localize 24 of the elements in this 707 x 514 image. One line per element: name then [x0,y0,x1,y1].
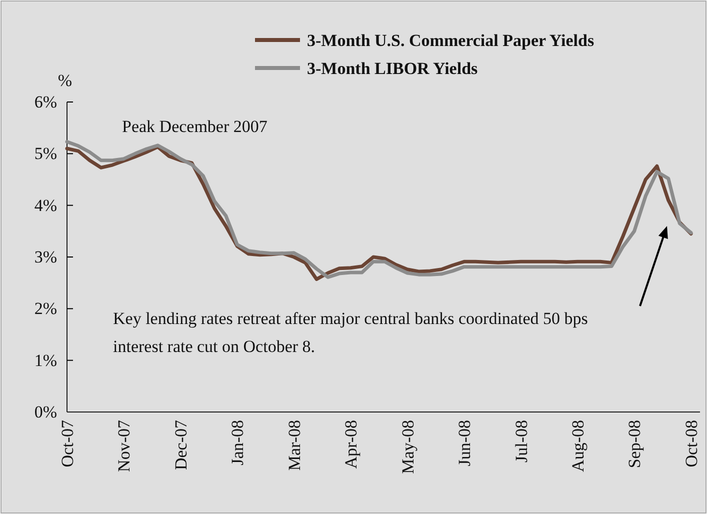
x-tick-label: Jul-08 [512,420,531,462]
x-tick-label: Dec-07 [171,420,190,470]
x-tick-label: Nov-07 [114,420,134,472]
y-tick-label: 5% [34,144,57,164]
y-axis-title: % [58,71,72,90]
x-tick-label: Mar-08 [284,420,304,471]
annotation: Key lending rates retreat after major central banks coordinated 50 bps interest rate cut on October 8. [113,309,588,356]
legend-label: 3-Month U.S. Commercial Paper Yields [307,31,594,50]
y-tick-label: 2% [34,299,57,318]
x-tick-label: Oct-07 [58,420,77,468]
y-tick-label: 6% [34,92,57,112]
x-tick-label: Sep-08 [625,420,644,468]
x-tick-label: Apr-08 [342,420,361,469]
x-tick-label: Aug-08 [568,420,588,472]
x-tick-label: Oct-08 [682,420,701,468]
x-tick-label: Jun-08 [455,420,474,466]
legend-label: 3-Month LIBOR Yields [307,59,478,78]
x-tick-label: May-08 [398,420,418,474]
x-tick-label: Jan-08 [228,420,248,466]
y-tick-label: 4% [34,196,57,215]
y-tick-label: 1% [34,350,57,370]
annotation: Peak December 2007 [122,117,268,136]
y-tick-label: 0% [34,402,57,422]
y-tick-label: 3% [34,247,57,266]
